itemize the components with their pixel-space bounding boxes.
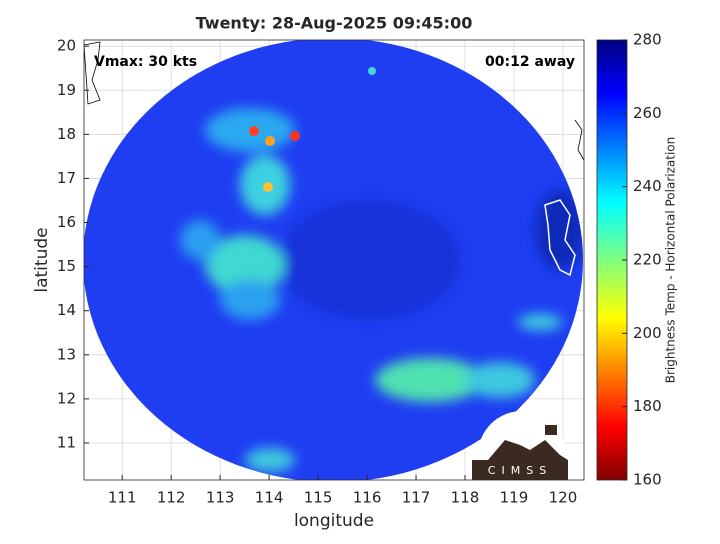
axes-frame (83, 39, 585, 481)
x-tick-label: 116 (353, 489, 382, 507)
y-tick-label: 11 (57, 433, 76, 451)
y-tick-label: 20 (57, 37, 76, 55)
y-axis-label: latitude (32, 227, 52, 292)
y-tick-label: 14 (57, 301, 76, 319)
colorbar-tick-label: 220 (633, 251, 662, 269)
y-tick-label: 13 (57, 345, 76, 363)
x-tick-label: 114 (255, 489, 284, 507)
x-tick-label: 115 (304, 489, 333, 507)
colorbar-tick-label: 280 (633, 31, 662, 49)
x-axis-label: longitude (294, 511, 374, 531)
x-tick-label: 117 (402, 489, 431, 507)
x-tick-label: 111 (108, 489, 137, 507)
colorbar-tick-label: 260 (633, 104, 662, 122)
colorbar-tick-label: 200 (633, 324, 662, 342)
y-tick-label: 18 (57, 125, 76, 143)
y-tick-label: 12 (57, 389, 76, 407)
cimss-logo: CIMSS (472, 411, 568, 499)
y-tick-label: 15 (57, 257, 76, 275)
y-tick-label: 16 (57, 213, 76, 231)
colorbar-label: Brightness Temp - Horizontal Polarizatio… (664, 137, 678, 384)
colorbar-tick-label: 180 (633, 397, 662, 415)
colorbar-tick-label: 160 (633, 471, 662, 489)
y-tick-label: 17 (57, 169, 76, 187)
annotation: Vmax: 30 kts (94, 54, 197, 70)
satellite-image (84, 40, 584, 480)
annotation: 00:12 away (485, 54, 575, 70)
y-tick-label: 19 (57, 81, 76, 99)
x-tick-label: 119 (500, 489, 529, 507)
logo-text: CIMSS (488, 464, 552, 477)
chart-title: Twenty: 28-Aug-2025 09:45:00 (196, 14, 473, 33)
x-tick-label: 113 (206, 489, 235, 507)
x-tick-label: 118 (451, 489, 480, 507)
colorbar-tick-label: 240 (633, 177, 662, 195)
x-tick-label: 120 (549, 489, 578, 507)
x-tick-label: 112 (157, 489, 186, 507)
